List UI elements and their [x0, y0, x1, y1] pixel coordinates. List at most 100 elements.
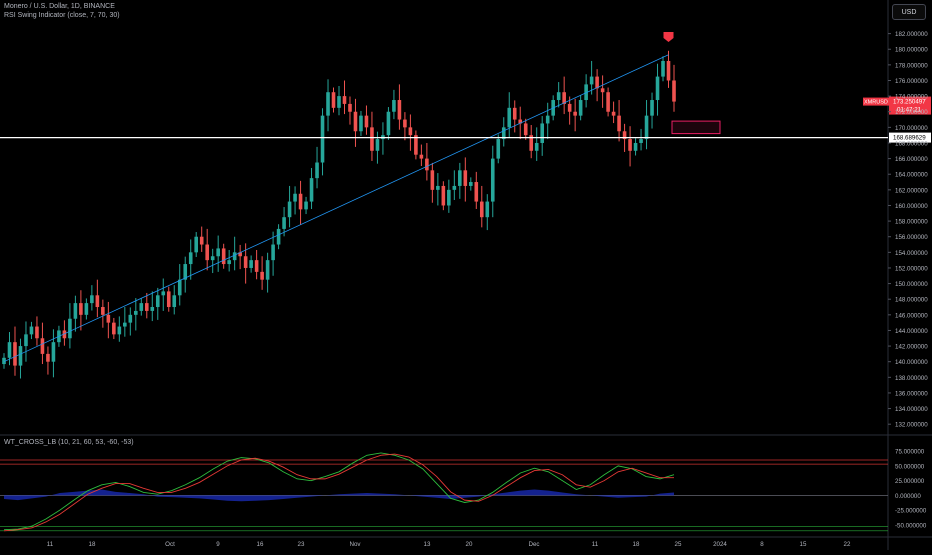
candle-body [375, 139, 380, 151]
candle-body [430, 170, 435, 190]
candle-body [271, 244, 275, 261]
osc-y-tick-label: -50.000000 [895, 522, 927, 529]
candle-body [567, 103, 572, 112]
candle-body [276, 228, 281, 245]
candle-body [490, 158, 495, 202]
candle-body [7, 342, 12, 358]
x-tick-label: 2024 [713, 541, 727, 548]
candle-body [298, 193, 303, 210]
x-tick-label: 13 [424, 541, 431, 548]
y-tick-label: 160.000000 [895, 203, 928, 210]
candle-body [117, 326, 122, 335]
candle-body [545, 115, 550, 124]
y-tick-label: 144.000000 [895, 328, 928, 335]
y-tick-label: 152.000000 [895, 265, 928, 272]
x-tick-label: 8 [760, 541, 764, 548]
candle-body [622, 131, 627, 140]
candle-body [556, 92, 561, 101]
y-tick-label: 170.000000 [895, 125, 928, 132]
y-tick-label: 148.000000 [895, 297, 928, 304]
y-tick-label: 154.000000 [895, 250, 928, 257]
candle-body [507, 107, 512, 128]
oscillator-histogram [4, 489, 674, 502]
x-tick-label: 11 [47, 541, 54, 548]
candle-body [501, 127, 506, 140]
candle-body [35, 326, 39, 339]
osc-y-tick-label: 50.000000 [895, 463, 925, 470]
candle-body [183, 264, 188, 280]
candle-body [18, 346, 23, 366]
x-tick-label: 25 [675, 541, 682, 548]
candle-body [112, 322, 116, 335]
candle-body [188, 252, 193, 265]
candle-body [331, 92, 336, 108]
x-tick-label: 9 [216, 541, 220, 548]
candle-body [518, 119, 523, 124]
y-tick-label: 182.000000 [895, 31, 928, 38]
x-tick-label: 15 [800, 541, 807, 548]
candle-body [403, 119, 407, 128]
candle-body [392, 100, 396, 112]
candle-body [128, 314, 133, 323]
candle-body [655, 76, 660, 101]
x-tick-label: 18 [633, 541, 640, 548]
candle-body [441, 185, 446, 206]
wt2-line [3, 453, 674, 532]
candle-body [458, 170, 462, 186]
x-tick-label: Oct [165, 541, 175, 548]
candle-body [611, 111, 616, 116]
x-tick-label: Dec [528, 541, 539, 548]
candle-body [523, 123, 528, 136]
candle-body [150, 307, 155, 311]
candle-body [573, 111, 577, 116]
y-tick-label: 156.000000 [895, 234, 928, 241]
candle-body [672, 80, 676, 102]
candle-body [496, 139, 501, 159]
candle-body [221, 248, 226, 265]
candle-body [447, 189, 451, 206]
symbol-legend[interactable]: Monero / U.S. Dollar, 1D, BINANCE [4, 3, 115, 10]
candle-body [644, 115, 649, 140]
axis-layer: 182.000000180.000000178.000000176.000000… [47, 31, 928, 548]
candle-body [46, 353, 50, 362]
candle-body [315, 162, 319, 179]
candle-body [600, 88, 605, 93]
oscillator-legend[interactable]: WT_CROSS_LB (10, 21, 60, 53, -60, -53) [4, 439, 134, 446]
candle-body [172, 295, 177, 308]
candle-body [139, 303, 144, 311]
candle-body [397, 100, 402, 120]
candle-body [386, 111, 391, 136]
sell-signal-marker [663, 32, 674, 42]
candle-body [320, 115, 325, 163]
y-tick-label: 138.000000 [895, 375, 928, 382]
candle-body [265, 260, 270, 280]
candle-body [216, 248, 220, 257]
candle-body [304, 201, 308, 210]
oscillator-layer [0, 452, 888, 532]
y-tick-label: 168.000000 [895, 140, 928, 147]
candle-body [425, 158, 429, 171]
candle-body [79, 303, 83, 315]
candle-body [205, 244, 209, 261]
candle-body [463, 170, 468, 186]
candles-layer [2, 50, 676, 379]
trendline [3, 54, 669, 363]
candle-body [512, 107, 517, 120]
currency-button[interactable]: USD [892, 4, 926, 20]
candle-body [90, 295, 94, 304]
candle-body [666, 60, 671, 81]
candle-body [29, 326, 34, 335]
candle-body [540, 123, 544, 143]
candle-body [661, 60, 665, 77]
candle-body [232, 252, 237, 261]
candle-body [13, 342, 17, 366]
candle-body [578, 100, 583, 116]
candle-body [40, 338, 45, 354]
candle-body [584, 84, 588, 101]
indicator-legend[interactable]: RSI Swing Indicator (close, 7, 70, 30) [4, 12, 120, 19]
candle-body [282, 217, 286, 229]
